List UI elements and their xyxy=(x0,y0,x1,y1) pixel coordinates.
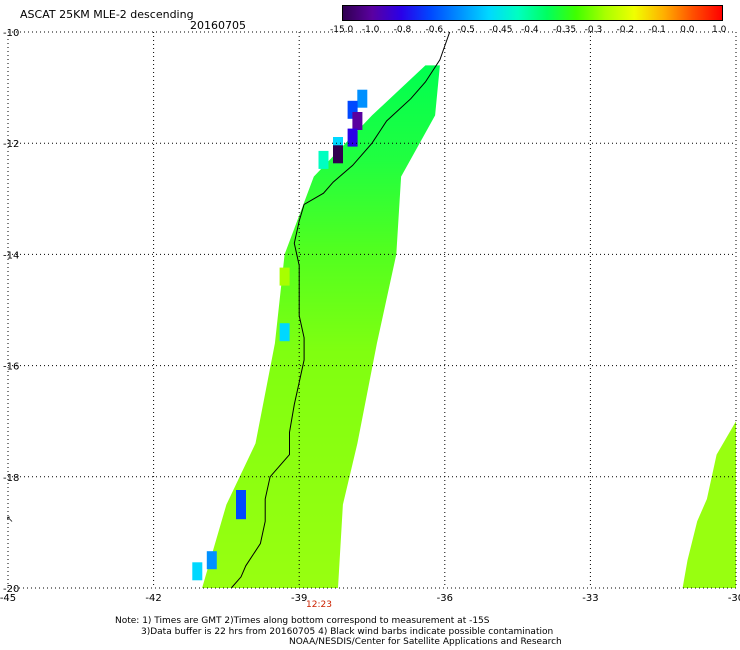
lon-tick-label: -33 xyxy=(582,593,598,604)
coastline xyxy=(230,31,451,589)
data-cell xyxy=(318,150,329,169)
swath-right xyxy=(682,421,736,588)
lat-tick-label: -12 xyxy=(3,139,19,150)
colorbar-label: -0.45 xyxy=(489,25,513,35)
data-cell xyxy=(236,490,246,508)
note-line-3: NOAA/NESDIS/Center for Satellite Applica… xyxy=(289,637,562,647)
colorbar-label: -0.35 xyxy=(552,25,577,35)
colorbar-labels: -15.0 -1.0 -0.8 -0.6 -0.5 -0.45 -0.4 -0.35 -0.3 -… xyxy=(330,25,730,37)
lat-tick-label: -16 xyxy=(3,362,19,373)
colorbar-label: 0.0 xyxy=(680,25,695,35)
lon-tick-label: -45 xyxy=(0,593,16,604)
colorbar-label: 1.0 xyxy=(712,25,727,35)
time-label: 12:23 xyxy=(306,600,332,610)
lon-tick-label: -39 xyxy=(291,593,307,604)
wind-barb-mark: ↖ xyxy=(6,515,14,525)
lat-tick-label: -18 xyxy=(3,473,19,484)
note-line-1: Note: 1) Times are GMT 2)Times along bot… xyxy=(115,616,490,626)
colorbar xyxy=(342,5,723,21)
data-cell xyxy=(333,145,343,164)
lon-tick-label: -30 xyxy=(728,593,740,604)
footer-notes: Note: 1) Times are GMT 2)Times along bot… xyxy=(115,616,562,648)
colorbar-label: -1.0 xyxy=(361,25,380,35)
product-date: 20160705 xyxy=(190,19,246,32)
colorbar-label: -0.1 xyxy=(648,25,666,35)
data-cell xyxy=(279,323,290,342)
data-cell xyxy=(206,551,217,570)
lat-tick-label: -14 xyxy=(3,250,19,261)
colorbar-label: -15.0 xyxy=(330,25,354,35)
lon-tick-label: -42 xyxy=(145,593,161,604)
colorbar-label: -0.8 xyxy=(393,25,412,35)
data-cell xyxy=(279,267,290,286)
data-cell xyxy=(352,112,363,130)
product-title: ASCAT 25KM MLE-2 descending xyxy=(20,8,194,21)
lon-tick-label: -36 xyxy=(437,593,453,604)
data-cell xyxy=(347,100,358,119)
lat-tick-label: -10 xyxy=(3,28,19,39)
swath-main xyxy=(202,65,440,588)
colorbar-label: -0.2 xyxy=(616,25,635,35)
colorbar-label: -0.5 xyxy=(457,25,475,35)
data-cell xyxy=(347,128,358,147)
note-line-2: 3)Data buffer is 22 hrs from 20160705 4)… xyxy=(141,626,554,637)
data-cell xyxy=(192,562,203,581)
lat-tick-label: -20 xyxy=(3,584,19,595)
colorbar-label: -0.6 xyxy=(425,25,444,35)
map-frame xyxy=(7,31,737,589)
colorbar-label: -0.3 xyxy=(584,25,603,35)
colorbar-label: -0.4 xyxy=(521,25,539,35)
data-cell xyxy=(236,501,246,520)
data-cell xyxy=(357,89,368,108)
